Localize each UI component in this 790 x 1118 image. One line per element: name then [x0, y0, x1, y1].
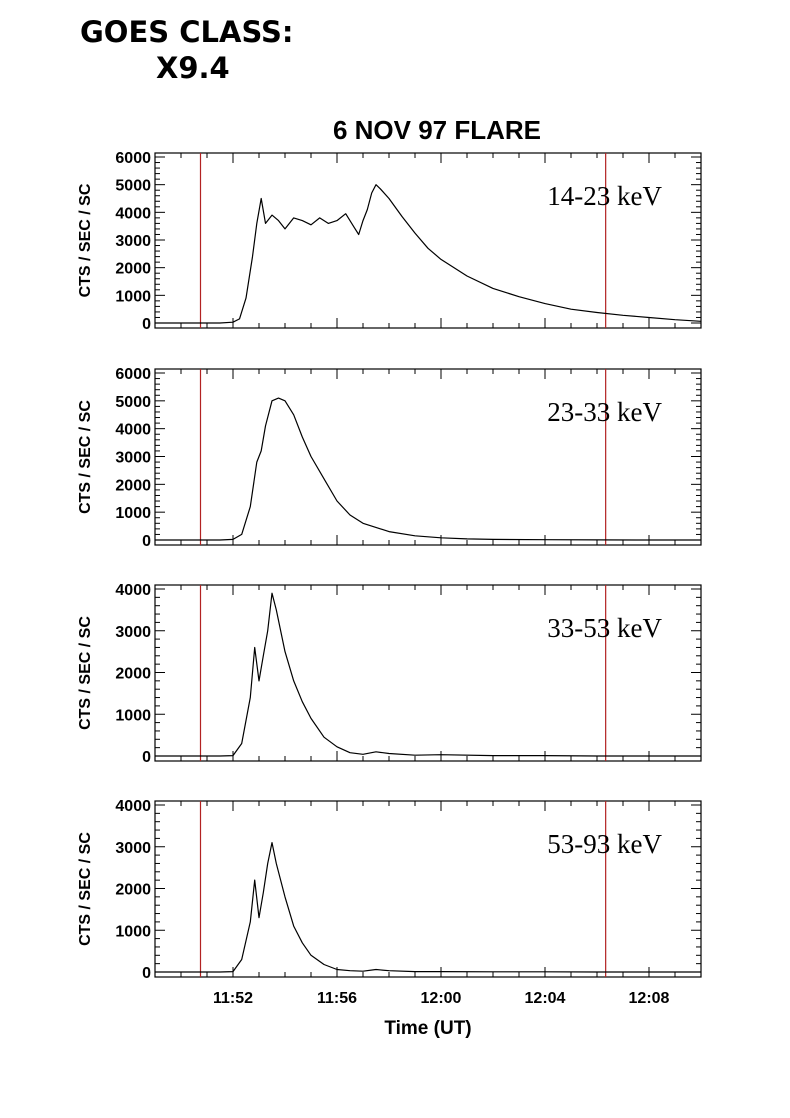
energy-band-label: 33-53 keV [547, 613, 662, 643]
y-axis-label: CTS / SEC / SC [77, 400, 94, 514]
x-tick-label: 11:52 [213, 990, 253, 1007]
panel-frame-2 [154, 368, 702, 546]
y-tick-label: 3000 [115, 840, 151, 857]
y-tick-label: 0 [142, 533, 151, 550]
y-tick-label: 1000 [115, 923, 151, 940]
y-tick-label: 1000 [115, 288, 151, 305]
panel-frame-4 [154, 800, 702, 978]
y-tick-label: 0 [142, 749, 151, 766]
y-axis-label: CTS / SEC / SC [77, 616, 94, 730]
y-tick-label: 6000 [115, 366, 151, 383]
x-axis-label: Time (UT) [384, 1018, 471, 1039]
y-axis-label: CTS / SEC / SC [77, 183, 94, 297]
goes-class-label: GOES CLASS: [80, 15, 294, 49]
count-rate-line-4 [155, 842, 701, 973]
y-tick-label: 5000 [115, 394, 151, 411]
y-tick-label: 1000 [115, 707, 151, 724]
goes-class-value: X9.4 [156, 51, 230, 85]
panel-frame-3 [154, 584, 702, 762]
x-tick-label: 11:56 [317, 990, 357, 1007]
x-tick-label: 12:08 [629, 990, 670, 1007]
energy-band-label: 23-33 keV [547, 397, 662, 427]
y-tick-label: 2000 [115, 477, 151, 494]
y-tick-label: 2000 [115, 666, 151, 683]
y-tick-label: 0 [142, 316, 151, 333]
y-tick-label: 6000 [115, 150, 151, 167]
count-rate-line-1 [155, 184, 702, 324]
y-tick-label: 2000 [115, 882, 151, 899]
y-tick-label: 3000 [115, 624, 151, 641]
y-tick-label: 4000 [115, 798, 151, 815]
panel-frame-1 [154, 152, 702, 329]
energy-band-label: 14-23 keV [547, 181, 662, 211]
y-tick-label: 2000 [115, 261, 151, 278]
y-tick-label: 4000 [115, 582, 151, 599]
y-tick-label: 1000 [115, 505, 151, 522]
y-tick-label: 5000 [115, 178, 151, 195]
count-rate-line-3 [155, 592, 701, 757]
count-rate-line-2 [155, 397, 701, 541]
x-tick-label: 12:00 [421, 990, 462, 1007]
y-tick-label: 4000 [115, 422, 151, 439]
x-tick-label: 12:04 [525, 990, 566, 1007]
chart-title: 6 NOV 97 FLARE [333, 115, 541, 145]
y-tick-label: 3000 [115, 233, 151, 250]
y-tick-label: 0 [142, 965, 151, 982]
y-tick-label: 4000 [115, 205, 151, 222]
y-tick-label: 3000 [115, 450, 151, 467]
energy-band-label: 53-93 keV [547, 829, 662, 859]
goes-class-header: GOES CLASS: X9.4 [80, 14, 294, 86]
y-axis-label: CTS / SEC / SC [77, 832, 94, 946]
